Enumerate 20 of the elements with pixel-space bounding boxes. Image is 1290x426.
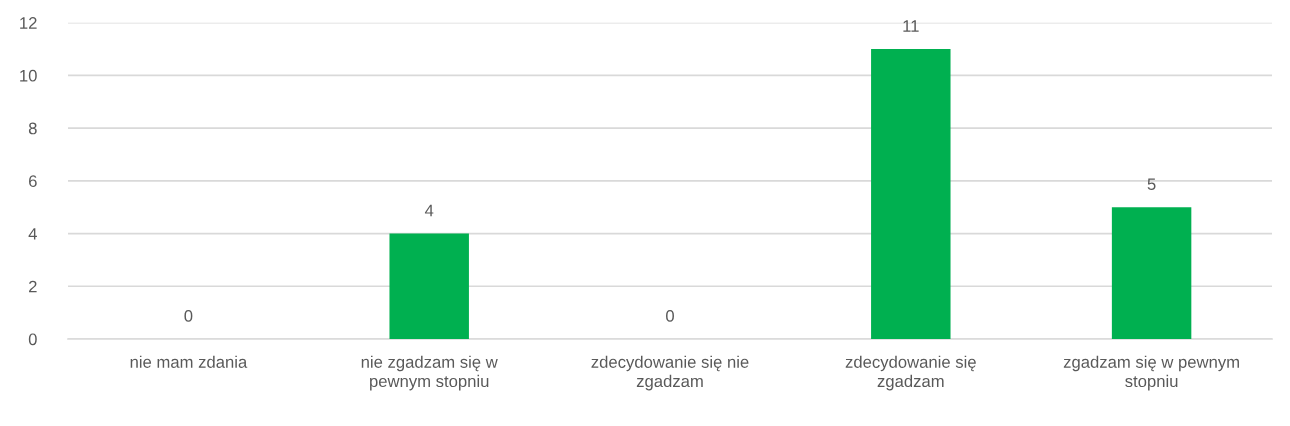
x-tick-label: nie zgadzam się w pewnym stopniu	[361, 355, 498, 391]
y-tick-label: 2	[29, 280, 37, 293]
y-tick-label: 6	[29, 175, 37, 188]
data-label: 0	[184, 310, 193, 322]
data-label: 4	[424, 204, 434, 217]
x-tick-label: zgadzam się w pewnym stopniu	[1063, 355, 1239, 391]
y-tick-label: 10	[20, 69, 37, 82]
bar	[1111, 207, 1192, 339]
x-tick-label: zdecydowanie się zgadzam	[845, 355, 976, 391]
y-tick-label: 12	[20, 17, 37, 29]
bar	[871, 49, 951, 339]
data-label: 11	[903, 20, 919, 32]
y-tick-label: 4	[28, 228, 37, 240]
data-label: 0	[666, 310, 674, 322]
x-tick-label: zdecydowanie się nie zgadzam	[591, 355, 749, 391]
y-tick-label: 8	[28, 122, 37, 135]
data-label: 5	[1147, 178, 1156, 191]
bar	[389, 233, 469, 339]
y-tick-label: 0	[28, 333, 37, 346]
x-tick-label: nie mam zdania	[130, 355, 248, 368]
